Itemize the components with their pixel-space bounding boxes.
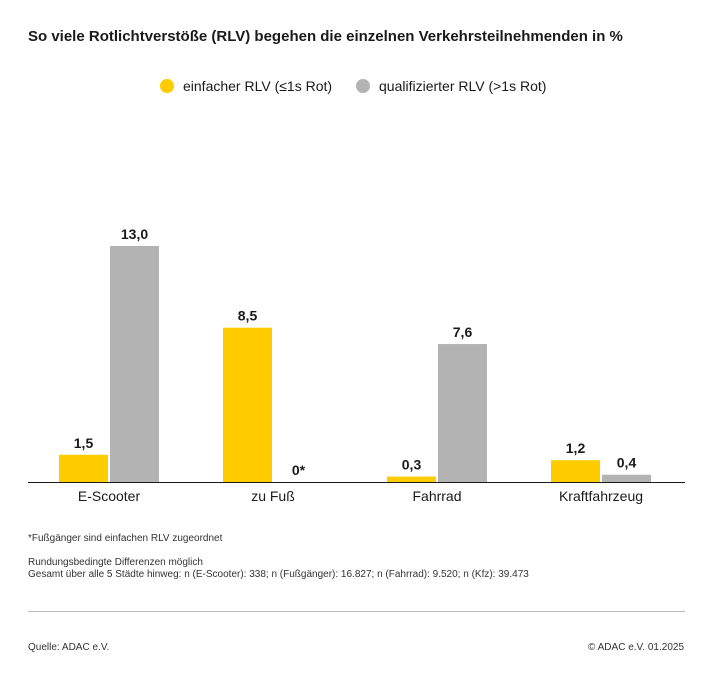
source-credit: Quelle: ADAC e.V. — [28, 642, 110, 653]
category-label-fahrrad: Fahrrad — [412, 488, 461, 504]
bar-chart: 1,5 13,0 E-Scooter 8,5 0* zu Fuß 0,3 7,6 Fahrrad… — [28, 226, 685, 504]
footer-divider — [28, 611, 685, 612]
bar-e-scooter-einfacher — [59, 454, 108, 482]
rounding-note: Rundungsbedingte Differenzen möglich — [28, 557, 203, 568]
copyright: © ADAC e.V. 01.2025 — [588, 642, 684, 653]
data-label-fahrrad-einfacher: 0,3 — [402, 457, 422, 473]
data-label-fahrrad-qualifiziert: 7,6 — [453, 324, 473, 340]
totals-note: Gesamt über alle 5 Städte hinweg: n (E-S… — [28, 569, 529, 580]
category-label-kraftfahrzeug: Kraftfahrzeug — [559, 488, 643, 504]
data-label-kraftfahrzeug-qualifiziert: 0,4 — [617, 455, 637, 471]
bar-kraftfahrzeug-qualifiziert — [602, 474, 651, 482]
legend-item-qualifiziert: qualifizierter RLV (>1s Rot) — [356, 78, 546, 94]
bar-fahrrad-einfacher — [387, 476, 436, 482]
category-label-e-scooter: E-Scooter — [78, 488, 141, 504]
data-label-zu-fu--einfacher: 8,5 — [238, 308, 258, 324]
data-label-zu-fu--qualifiziert: 0* — [292, 462, 306, 478]
bar-e-scooter-qualifiziert — [110, 246, 159, 482]
data-label-e-scooter-qualifiziert: 13,0 — [121, 226, 148, 242]
data-label-kraftfahrzeug-einfacher: 1,2 — [566, 440, 586, 456]
legend-label-qualifiziert: qualifizierter RLV (>1s Rot) — [379, 78, 547, 94]
data-label-e-scooter-einfacher: 1,5 — [74, 435, 94, 451]
chart-title: So viele Rotlichtverstöße (RLV) begehen … — [28, 28, 623, 45]
legend-swatch-qualifiziert — [356, 79, 370, 93]
bar-kraftfahrzeug-einfacher — [551, 460, 600, 482]
bar-fahrrad-qualifiziert — [438, 344, 487, 482]
bar-zu-fu--einfacher — [223, 327, 272, 482]
legend-swatch-einfacher — [160, 79, 174, 93]
footnote: *Fußgänger sind einfachen RLV zugeordnet — [28, 533, 223, 544]
legend-item-einfacher: einfacher RLV (≤1s Rot) — [160, 78, 332, 94]
notes: *Fußgänger sind einfachen RLV zugeordnet… — [28, 533, 529, 581]
category-label-zu-fu-: zu Fuß — [251, 488, 295, 504]
legend-label-einfacher: einfacher RLV (≤1s Rot) — [183, 78, 333, 94]
legend: einfacher RLV (≤1s Rot) qualifizierter R… — [0, 78, 710, 102]
